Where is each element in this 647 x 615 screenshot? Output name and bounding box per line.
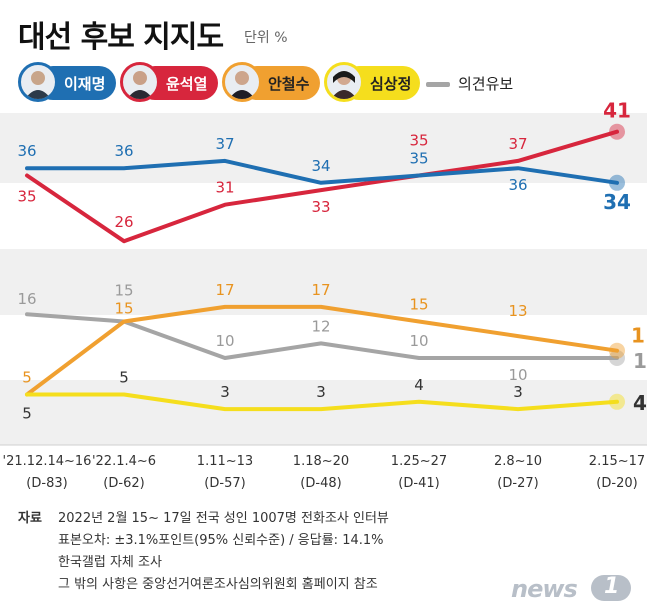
legend: 이재명 윤석열 안철수 심상정 의견유보 [18,62,638,112]
candidate-photo-ahn [222,62,262,102]
data-label-undecided-6: 10 [633,349,647,373]
logo-text: news [511,575,578,603]
legend-label-ahn: 안철수 [268,75,310,93]
x-tick-sublabel-4: (D-41) [398,476,439,491]
data-label-ahn-3: 17 [311,281,330,299]
data-label-ahn-4: 15 [409,296,428,314]
grid-band-2 [0,380,647,445]
source-text: 2022년 2월 15~ 17일 전국 성인 1007명 전화조사 인터뷰 [58,511,389,526]
end-marker-undecided [609,350,625,366]
candidate-photo-yoon [120,62,160,102]
end-marker-lee [609,174,625,191]
data-label-lee-5: 36 [508,176,527,194]
data-label-lee-0: 36 [17,142,36,160]
data-label-undecided-1: 15 [114,282,133,300]
x-tick-sublabel-1: (D-62) [103,476,144,491]
data-label-sim-1: 5 [119,369,129,387]
data-label-lee-4: 35 [409,150,428,168]
x-tick-label-0: '21.12.14~16 [3,454,92,469]
legend-item-lee: 이재명 [18,62,116,108]
x-tick-sublabel-5: (D-27) [497,476,538,491]
legend-label-sim: 심상정 [370,75,412,93]
x-tick-label-6: 2.15~17 [589,454,645,469]
unit-label: 단위 % [244,30,288,46]
x-tick-label-4: 1.25~27 [391,454,447,469]
org-text: 한국갤럽 자체 조사 [58,555,162,570]
data-label-yoon-3: 33 [311,198,330,216]
data-label-undecided-5: 10 [508,366,527,384]
news1-logo: news 1 [511,573,635,603]
data-label-undecided-3: 12 [311,317,330,335]
data-label-lee-1: 36 [114,142,133,160]
source-label: 자료 [18,511,42,526]
legend-item-sim: 심상정 [324,62,422,108]
x-tick-sublabel-0: (D-83) [26,476,67,491]
data-label-undecided-2: 10 [215,332,234,350]
legend-item-ahn: 안철수 [222,62,320,108]
notes: 자료 2022년 2월 15~ 17일 전국 성인 1007명 전화조사 인터뷰 … [18,508,538,596]
data-label-yoon-0: 35 [17,188,36,206]
data-label-sim-2: 3 [220,383,230,401]
data-label-ahn-6: 11 [631,324,647,348]
data-label-undecided-4: 10 [409,332,428,350]
data-label-yoon-2: 31 [215,179,234,197]
x-tick-label-1: '22.1.4~6 [92,454,156,469]
data-label-yoon-1: 26 [114,213,133,231]
end-marker-yoon [609,123,625,140]
candidate-photo-lee [18,62,58,102]
data-label-sim-0: 5 [22,405,32,423]
data-label-sim-4: 4 [414,376,424,394]
legend-label-lee: 이재명 [64,75,106,93]
legend-swatch-undecided [426,82,450,87]
x-tick-sublabel-6: (D-20) [596,476,637,491]
series-line-lee [25,158,619,185]
data-label-lee-2: 37 [215,135,234,153]
legend-item-undecided: 의견유보 [426,62,546,108]
legend-label-undecided: 의견유보 [458,75,514,93]
x-tick-sublabel-3: (D-48) [300,476,341,491]
data-label-ahn-5: 13 [508,302,527,320]
data-label-ahn-1: 15 [114,300,133,318]
x-tick-label-3: 1.18~20 [293,454,349,469]
candidate-photo-sim [324,62,364,102]
logo-badge [591,575,631,601]
legend-label-yoon: 윤석열 [166,75,208,93]
margin-text: 표본오차: ±3.1%포인트(95% 신뢰수준) / 응답률: 14.1% [58,533,384,548]
x-tick-label-5: 2.8~10 [494,454,542,469]
data-label-yoon-4: 35 [409,132,428,150]
x-tick-sublabel-2: (D-57) [204,476,245,491]
data-label-lee-6: 34 [603,190,631,214]
data-label-lee-3: 34 [311,157,330,175]
grid-band-1 [0,249,647,315]
data-label-sim-6: 4 [633,391,647,415]
data-label-ahn-2: 17 [215,281,234,299]
series-line-sim [25,392,619,412]
data-label-sim-5: 3 [513,383,523,401]
legend-item-yoon: 윤석열 [120,62,218,108]
x-tick-label-2: 1.11~13 [197,454,253,469]
data-label-undecided-0: 16 [17,290,36,308]
series-line-yoon [25,129,619,244]
end-marker-ahn [609,342,625,359]
data-label-yoon-5: 37 [508,135,527,153]
extra-text: 그 밖의 사항은 중앙선거여론조사심의위원회 홈페이지 참조 [58,577,378,592]
end-marker-sim [609,393,625,410]
series-line-ahn [25,304,619,397]
data-label-sim-3: 3 [316,383,326,401]
logo-number: 1 [604,574,620,599]
data-label-yoon-6: 41 [603,99,631,123]
chart-title: 대선 후보 지지도 [18,20,224,55]
data-label-ahn-0: 5 [22,369,32,387]
